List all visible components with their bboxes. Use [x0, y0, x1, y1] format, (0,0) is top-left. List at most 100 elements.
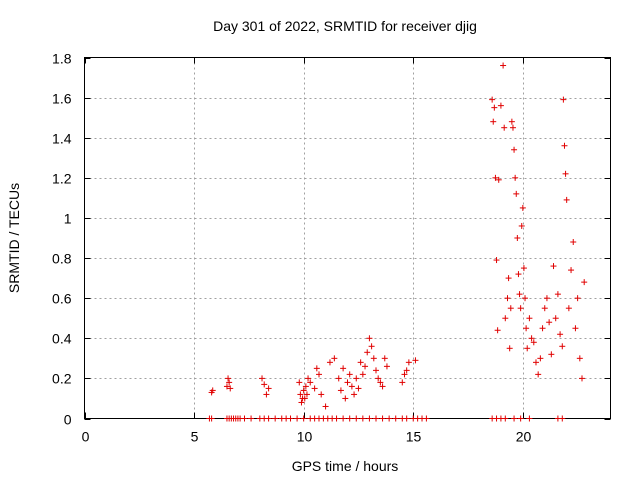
data-point-zero [248, 415, 255, 422]
data-point [550, 263, 557, 270]
data-point [259, 375, 266, 382]
data-point [559, 343, 566, 350]
data-point [517, 305, 524, 312]
data-point [530, 339, 537, 346]
data-point [560, 96, 567, 103]
data-point [412, 357, 419, 364]
data-point [261, 381, 268, 388]
data-point [307, 379, 314, 386]
data-point [335, 375, 342, 382]
grid-lines [84, 57, 611, 419]
data-point-zero [392, 415, 399, 422]
data-point [501, 124, 508, 131]
data-point-zero [300, 415, 307, 422]
data-point [377, 379, 384, 386]
data-point [375, 375, 382, 382]
data-point [298, 399, 305, 406]
y-tick-label: 1.4 [52, 131, 72, 147]
data-point [209, 387, 216, 394]
data-point-zero [511, 415, 518, 422]
data-point [497, 102, 504, 109]
data-point [500, 62, 507, 69]
data-point-zero [272, 415, 279, 422]
data-point [581, 279, 588, 286]
data-point-zero [353, 415, 360, 422]
data-point [524, 345, 531, 352]
data-point [305, 375, 312, 382]
data-point [514, 235, 521, 241]
data-point [511, 146, 518, 153]
data-point [537, 355, 544, 362]
data-point-zero [517, 415, 524, 422]
data-points [206, 62, 588, 422]
y-tick-label: 0.6 [52, 291, 72, 307]
data-point [340, 365, 347, 372]
data-point [526, 315, 533, 322]
data-point [515, 271, 522, 278]
x-tick-label: 0 [82, 429, 90, 445]
data-point-zero [346, 415, 353, 422]
data-point [300, 387, 307, 394]
data-point [561, 142, 568, 149]
data-point [523, 325, 530, 332]
data-point-zero [502, 415, 509, 422]
data-point-zero [366, 415, 373, 422]
data-point [297, 391, 304, 398]
data-point [494, 327, 501, 334]
data-point [366, 335, 373, 342]
y-tick-label: 0.8 [52, 251, 72, 267]
data-point [579, 375, 586, 382]
y-tick-label: 1.8 [52, 51, 72, 67]
data-point [493, 257, 500, 264]
data-point [379, 383, 386, 390]
plot-frame [84, 57, 611, 419]
data-point [337, 387, 344, 394]
data-point-zero [333, 415, 340, 422]
y-tick-label: 0.4 [52, 331, 72, 347]
data-point [403, 367, 410, 374]
data-point [362, 363, 369, 370]
data-point [554, 291, 561, 298]
data-point [502, 315, 509, 322]
data-point [301, 395, 308, 402]
y-axis-label: SRMTID / TECUs [6, 183, 22, 293]
data-point [368, 343, 375, 350]
data-point [522, 295, 529, 302]
y-tick-label: 0.2 [52, 371, 72, 387]
data-point [322, 403, 329, 410]
data-point [519, 204, 526, 211]
data-point [576, 355, 583, 362]
data-point [223, 383, 230, 390]
data-point [520, 265, 527, 272]
data-point [518, 222, 525, 229]
x-tick-label: 20 [516, 429, 532, 445]
data-point [302, 383, 309, 390]
data-point-zero [294, 415, 301, 422]
data-point [506, 345, 513, 352]
data-point [331, 355, 338, 362]
data-point [495, 176, 502, 183]
data-point [492, 174, 499, 181]
data-point [574, 295, 581, 302]
data-point [316, 371, 323, 378]
data-point [489, 96, 496, 103]
data-point [370, 355, 377, 362]
data-point [548, 351, 555, 358]
data-point [546, 319, 553, 326]
data-point [516, 291, 523, 298]
data-point [303, 391, 310, 398]
data-point [399, 379, 406, 386]
data-point [265, 385, 272, 392]
data-point [226, 379, 233, 386]
data-point-zero [559, 415, 566, 422]
data-point [563, 196, 570, 203]
data-point [405, 359, 412, 366]
data-point-zero [241, 415, 248, 422]
x-tick-label: 5 [191, 429, 199, 445]
y-tick-label: 0 [64, 412, 72, 428]
data-point [509, 124, 516, 131]
data-point [570, 239, 577, 246]
data-point-zero [379, 415, 386, 422]
data-point [225, 375, 232, 382]
data-point-zero [403, 415, 410, 422]
